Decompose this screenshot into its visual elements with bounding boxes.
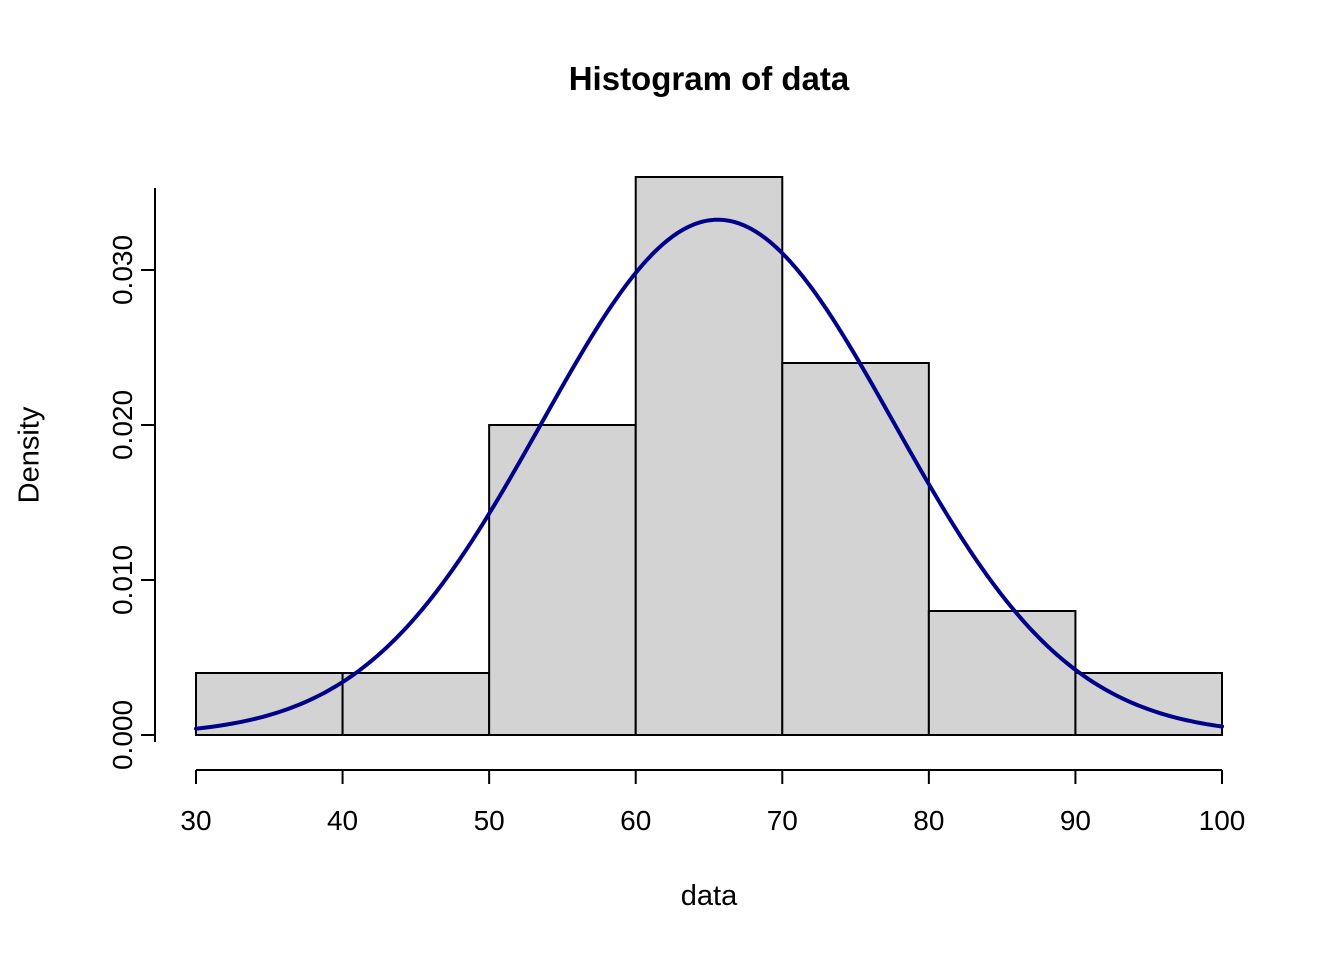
x-axis-label: data <box>680 880 738 912</box>
density-curve <box>194 217 1224 731</box>
y-tick-label: 0.010 <box>107 545 138 615</box>
histogram-bar <box>781 362 930 736</box>
x-tick-label: 90 <box>1060 805 1091 836</box>
y-tick-label: 0.000 <box>107 700 138 770</box>
y-axis-label: Density <box>13 406 46 504</box>
histogram-bar <box>341 672 491 736</box>
histogram-bar <box>927 610 1077 736</box>
histogram-bar <box>488 424 637 736</box>
x-tick-label: 50 <box>474 805 505 836</box>
x-tick-label: 60 <box>620 805 651 836</box>
x-tick-label: 30 <box>180 805 211 836</box>
histogram-bar <box>634 176 784 736</box>
x-tick-label: 100 <box>1199 805 1246 836</box>
x-tick-label: 80 <box>913 805 944 836</box>
y-tick-label: 0.030 <box>107 235 138 305</box>
x-tick-label: 70 <box>767 805 798 836</box>
x-tick-label: 40 <box>327 805 358 836</box>
chart-title: Histogram of data <box>568 60 850 97</box>
y-tick-label: 0.020 <box>107 390 138 460</box>
histogram-bar <box>1074 672 1224 736</box>
